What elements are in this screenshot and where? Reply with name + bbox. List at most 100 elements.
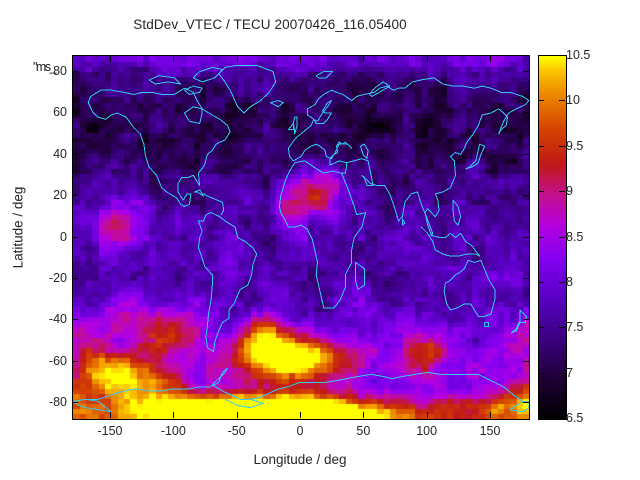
coastline-path xyxy=(73,398,112,413)
y-tick-mark xyxy=(523,153,529,155)
colorbar-tick-mark xyxy=(559,100,565,102)
colorbar-tick-mark xyxy=(538,145,544,147)
coastline-path xyxy=(509,400,529,413)
x-tick-mark xyxy=(300,412,301,418)
coastline-path xyxy=(270,100,284,108)
x-axis-label: Longitude / deg xyxy=(253,452,347,467)
coastline-path xyxy=(360,143,369,160)
colorbar-tick-mark xyxy=(559,191,565,193)
y-tick-mark xyxy=(523,360,529,362)
y-tick-mark xyxy=(523,112,529,114)
x-tick-mark xyxy=(110,412,111,418)
x-tick-label: -150 xyxy=(97,424,123,438)
coastline-path xyxy=(197,212,258,353)
coastline-path xyxy=(184,85,203,95)
x-tick-label: 100 xyxy=(416,424,438,438)
page-title: StdDev_VTEC / TECU 20070426_116.05400 xyxy=(133,17,407,32)
colorbar-tick-mark xyxy=(559,327,565,329)
overlap-text-artifact: "ms_ xyxy=(33,60,57,74)
coastline-path xyxy=(287,122,294,131)
colorbar-tick-mark xyxy=(559,145,565,147)
coastline-path xyxy=(287,141,353,174)
y-tick-label: -80 xyxy=(48,395,67,410)
coastline-path xyxy=(194,189,204,197)
colorbar-tick-label: 10.5 xyxy=(566,48,591,62)
x-tick-mark xyxy=(363,412,365,418)
x-tick-mark xyxy=(173,412,175,418)
y-tick-label: 80 xyxy=(53,63,67,78)
y-tick-mark xyxy=(523,402,529,404)
x-tick-label: -100 xyxy=(160,424,186,438)
y-axis-label: Latitude / deg xyxy=(10,186,26,269)
y-tick-mark xyxy=(523,277,529,279)
coastline-path xyxy=(224,398,264,409)
coastline-path xyxy=(218,64,277,114)
coastline-path xyxy=(346,100,529,236)
coastline-path xyxy=(420,226,481,257)
x-tick-mark xyxy=(426,56,428,62)
vtec-stddev-heatmap xyxy=(73,56,529,419)
y-tick-label: 60 xyxy=(53,105,67,120)
y-tick-mark xyxy=(72,402,78,404)
coastline-path xyxy=(279,160,367,309)
colorbar-gradient xyxy=(539,56,566,419)
x-tick-mark xyxy=(363,56,365,62)
colorbar-tick-mark xyxy=(559,372,565,374)
colorbar-tick-mark xyxy=(538,100,544,102)
x-tick-mark xyxy=(173,56,175,62)
y-tick-mark xyxy=(523,319,529,321)
coastline-path xyxy=(484,322,489,328)
coastline-path xyxy=(510,309,527,334)
x-tick-mark xyxy=(490,412,491,418)
coastline-path xyxy=(401,218,406,226)
coastline-path xyxy=(87,87,231,207)
y-tick-mark xyxy=(72,195,78,196)
colorbar-tick-label: 7.5 xyxy=(566,320,584,335)
y-tick-mark xyxy=(72,236,78,238)
coastline-path xyxy=(73,367,529,402)
colorbar-tick-mark xyxy=(538,327,544,329)
y-tick-label: -40 xyxy=(48,312,67,327)
y-tick-label: 40 xyxy=(53,146,67,161)
x-tick-mark xyxy=(490,56,491,62)
colorbar-tick-label: 8 xyxy=(566,274,573,289)
y-tick-mark xyxy=(72,112,78,114)
coastline-path xyxy=(443,259,496,317)
colorbar-tick-mark xyxy=(559,236,565,238)
x-tick-label: 0 xyxy=(296,424,304,438)
colorbar-tick-mark xyxy=(538,372,544,374)
colorbar-tick-label: 8.5 xyxy=(566,229,584,244)
y-axis-ticks: 80 60 40 20 0 -20 -40 -60 -80 xyxy=(0,0,67,480)
colorbar-tick-label: 9 xyxy=(566,184,573,199)
colorbar-tick-label: 6.5 xyxy=(566,411,584,425)
y-tick-mark xyxy=(72,277,78,279)
y-tick-mark xyxy=(523,236,529,238)
coastline-path xyxy=(368,81,391,97)
coastline-path xyxy=(452,199,462,226)
y-tick-label: 0 xyxy=(60,229,67,244)
colorbar-tick-label: 9.5 xyxy=(566,138,584,153)
y-tick-label: -20 xyxy=(48,270,67,285)
x-tick-mark xyxy=(110,56,111,62)
colorbar-tick-mark xyxy=(538,191,544,193)
coastline-path xyxy=(192,66,223,83)
colorbar-tick-label: 10 xyxy=(566,93,580,108)
y-tick-mark xyxy=(72,360,78,362)
coastline-overlay xyxy=(73,64,529,413)
colorbar-tick-mark xyxy=(538,236,544,238)
x-tick-label: 150 xyxy=(479,424,501,438)
coastline-path xyxy=(287,77,529,149)
colorbar-tick-mark xyxy=(559,281,565,283)
x-tick-mark xyxy=(236,412,238,418)
coastline-path xyxy=(315,71,334,79)
colorbar-tick-label: 7 xyxy=(566,365,573,380)
coastline-path xyxy=(292,116,298,135)
coastline-path xyxy=(184,106,203,124)
y-tick-label: -60 xyxy=(48,353,67,368)
coastline-path xyxy=(465,143,486,170)
x-tick-label: 50 xyxy=(356,424,371,438)
coastline-path xyxy=(355,261,365,290)
y-tick-mark xyxy=(523,195,529,196)
